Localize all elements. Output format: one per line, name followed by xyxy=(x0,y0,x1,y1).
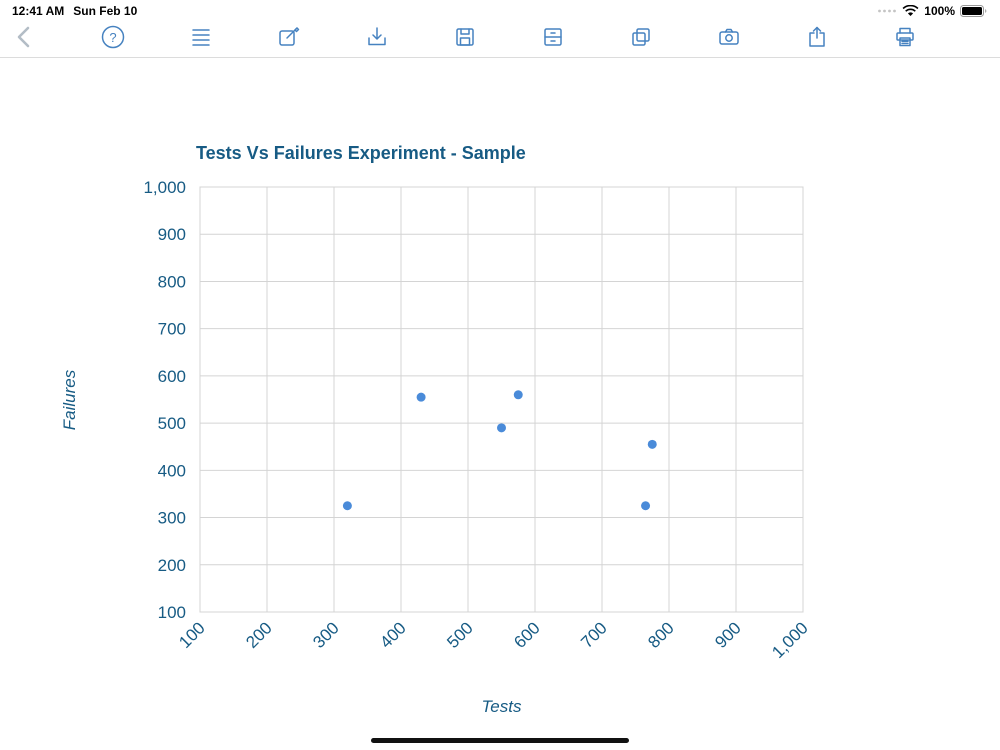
svg-text:700: 700 xyxy=(158,320,186,339)
share-icon xyxy=(809,26,825,47)
chevron-left-icon xyxy=(17,26,30,48)
svg-text:300: 300 xyxy=(158,509,186,528)
download-tray-icon xyxy=(368,27,386,46)
floppy-disk-icon xyxy=(456,28,474,46)
svg-text:600: 600 xyxy=(158,367,186,386)
status-left: 12:41 AM Sun Feb 10 xyxy=(12,4,137,18)
svg-text:900: 900 xyxy=(158,225,186,244)
svg-text:500: 500 xyxy=(443,618,476,651)
svg-text:900: 900 xyxy=(711,618,744,651)
svg-text:1,000: 1,000 xyxy=(768,618,812,662)
archive-drawers-icon xyxy=(544,28,562,46)
home-indicator[interactable] xyxy=(371,738,629,743)
svg-text:200: 200 xyxy=(158,556,186,575)
status-right: 100% xyxy=(877,4,988,18)
compose-icon xyxy=(279,27,300,46)
svg-text:300: 300 xyxy=(309,618,342,651)
printer-icon xyxy=(896,27,914,47)
svg-text:800: 800 xyxy=(644,618,677,651)
list-icon xyxy=(192,29,210,46)
status-date: Sun Feb 10 xyxy=(73,3,138,18)
print-button[interactable] xyxy=(888,20,922,54)
list-button[interactable] xyxy=(184,20,218,54)
archive-button[interactable] xyxy=(536,20,570,54)
wifi-icon xyxy=(902,4,919,16)
camera-button[interactable] xyxy=(712,20,746,54)
svg-text:800: 800 xyxy=(158,272,186,291)
x-axis-label: Tests xyxy=(481,697,522,716)
toolbar: ? xyxy=(0,17,1000,58)
cellular-signal-icon xyxy=(878,9,897,12)
camera-icon xyxy=(719,28,739,45)
svg-text:?: ? xyxy=(109,30,116,45)
status-time: 12:41 AM xyxy=(12,3,65,18)
svg-text:100: 100 xyxy=(175,618,208,651)
compose-button[interactable] xyxy=(272,20,306,54)
svg-text:100: 100 xyxy=(158,603,186,622)
overlapping-windows-icon xyxy=(632,28,650,46)
back-button[interactable] xyxy=(8,20,42,54)
chart-title: Tests Vs Failures Experiment - Sample xyxy=(196,143,526,163)
battery-icon xyxy=(960,4,987,17)
import-button[interactable] xyxy=(360,20,394,54)
svg-text:500: 500 xyxy=(158,414,186,433)
svg-text:200: 200 xyxy=(242,618,275,651)
svg-text:700: 700 xyxy=(577,618,610,651)
status-bar: 12:41 AM Sun Feb 10 100% xyxy=(0,0,1000,18)
help-button[interactable]: ? xyxy=(96,20,130,54)
svg-text:600: 600 xyxy=(510,618,543,651)
save-button[interactable] xyxy=(448,20,482,54)
windows-button[interactable] xyxy=(624,20,658,54)
question-mark-circle-icon: ? xyxy=(101,25,125,49)
share-button[interactable] xyxy=(800,20,834,54)
y-axis-label: Failures xyxy=(60,369,79,431)
battery-percent: 100% xyxy=(924,3,955,18)
svg-text:1,000: 1,000 xyxy=(143,178,186,197)
svg-text:400: 400 xyxy=(376,618,409,651)
svg-text:400: 400 xyxy=(158,461,186,480)
